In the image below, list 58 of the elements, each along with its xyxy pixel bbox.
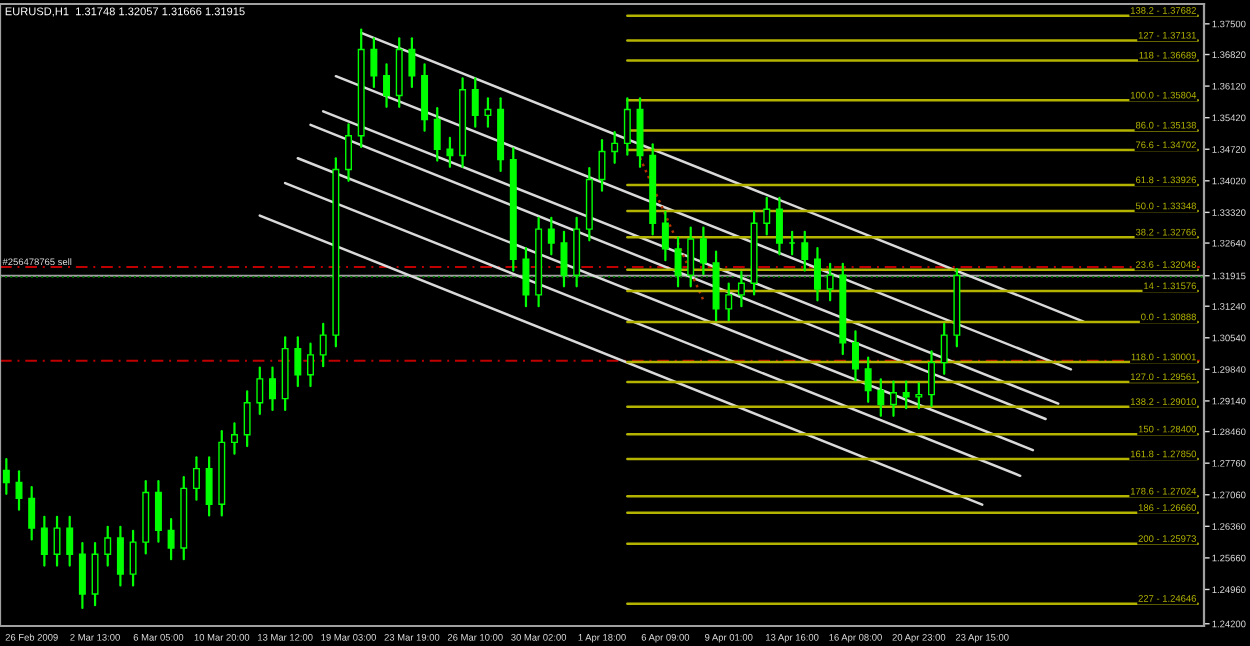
candlestick <box>53 515 61 567</box>
candlestick <box>269 366 276 412</box>
candlestick <box>205 456 213 517</box>
candlestick <box>915 382 923 410</box>
candlestick <box>674 236 682 288</box>
candlestick <box>560 230 568 288</box>
candlestick <box>636 97 644 168</box>
candlestick <box>433 107 441 162</box>
candlestick <box>623 97 631 156</box>
candlestick <box>256 366 264 416</box>
candlestick <box>864 356 872 403</box>
candlestick <box>230 422 238 455</box>
candlestick <box>370 37 378 89</box>
candlestick <box>319 322 327 368</box>
candlestick <box>471 77 479 128</box>
candlestick <box>661 210 669 262</box>
candlestick <box>801 230 809 272</box>
candlestick <box>928 350 935 407</box>
candlestick <box>890 380 897 417</box>
candlestick <box>763 196 771 236</box>
candlestick <box>408 37 416 89</box>
candlestick <box>167 517 175 561</box>
candlestick <box>826 262 834 302</box>
candlestick <box>307 342 314 388</box>
candlestick <box>775 196 783 256</box>
candlestick <box>712 250 720 322</box>
candlestick <box>522 246 530 308</box>
candlestick <box>547 216 555 256</box>
candlestick <box>2 458 10 495</box>
candlestick <box>687 226 695 288</box>
candlestick <box>28 485 36 541</box>
candlestick <box>91 541 99 607</box>
candlestick <box>421 63 429 132</box>
candlestick <box>725 282 733 322</box>
candlestick <box>699 226 707 276</box>
candlestick <box>902 380 910 410</box>
candlestick <box>940 322 948 375</box>
candlestick <box>40 515 48 567</box>
candlestick <box>116 525 124 587</box>
candlestick <box>737 270 745 308</box>
candlestick <box>851 330 859 382</box>
candlestick <box>78 541 86 610</box>
candlestick <box>446 136 454 168</box>
candlestick <box>243 390 251 448</box>
candlestick <box>345 123 353 182</box>
candlestick <box>813 246 821 302</box>
candlestick <box>294 336 302 388</box>
candlestick <box>383 63 391 108</box>
candlestick <box>104 525 112 567</box>
candlestick <box>192 456 200 501</box>
candlestick <box>484 97 492 128</box>
candlestick <box>573 216 581 288</box>
candlestick <box>877 378 885 417</box>
candlestick <box>611 130 619 164</box>
candlestick <box>129 529 137 587</box>
candlestick <box>395 37 403 108</box>
candlestick <box>154 480 162 543</box>
candlestick <box>66 515 74 567</box>
